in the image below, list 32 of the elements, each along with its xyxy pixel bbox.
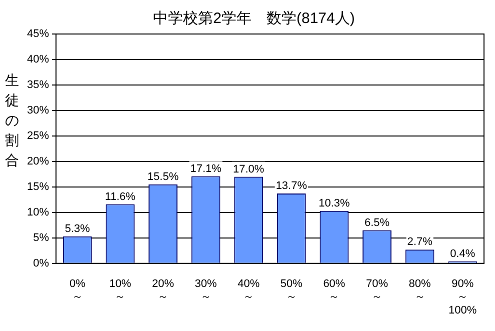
data-label: 2.7% <box>407 236 433 248</box>
y-tick-label: 40% <box>26 54 50 66</box>
chart-title: 中学校第2学年 数学(8174人) <box>153 10 355 28</box>
x-tick-label: 70% ～ <box>366 278 388 304</box>
data-label: 6.5% <box>364 216 390 229</box>
data-label: 17.0% <box>233 163 264 176</box>
data-label: 0.4% <box>450 248 476 260</box>
data-label: 13.7% <box>276 180 308 192</box>
y-tick-label: 5% <box>33 232 50 244</box>
data-label: 15.5% <box>147 170 179 183</box>
x-tick-label: 50% ～ <box>280 278 303 304</box>
data-label: 11.6% <box>105 190 136 203</box>
x-tick-label: 60% ～ <box>323 278 346 304</box>
y-tick-label: 35% <box>26 79 50 92</box>
y-tick-label: 25% <box>26 130 50 142</box>
y-tick-label: 20% <box>26 155 50 168</box>
y-tick-label: 30% <box>26 104 50 116</box>
x-tick-label: 80% ～ <box>408 278 432 304</box>
x-tick-label: 90% ～ 100% <box>448 278 477 316</box>
y-tick-label: 10% <box>26 206 50 218</box>
data-label: 10.3% <box>318 197 350 210</box>
x-tick-label: 40% ～ <box>238 278 260 304</box>
y-tick-label: 15% <box>26 180 50 193</box>
y-tick-label: 0% <box>33 257 50 270</box>
data-label: 5.3% <box>64 222 90 235</box>
y-axis-title: 生徒の割合 <box>4 71 20 170</box>
y-tick-label: 45% <box>26 28 50 40</box>
x-tick-label: 10% ～ <box>109 278 132 304</box>
x-tick-label: 30% ～ <box>194 278 218 304</box>
data-label: 17.1% <box>190 162 222 175</box>
x-tick-label: 0% ～ <box>69 278 86 304</box>
x-tick-label: 20% ～ <box>152 278 174 304</box>
